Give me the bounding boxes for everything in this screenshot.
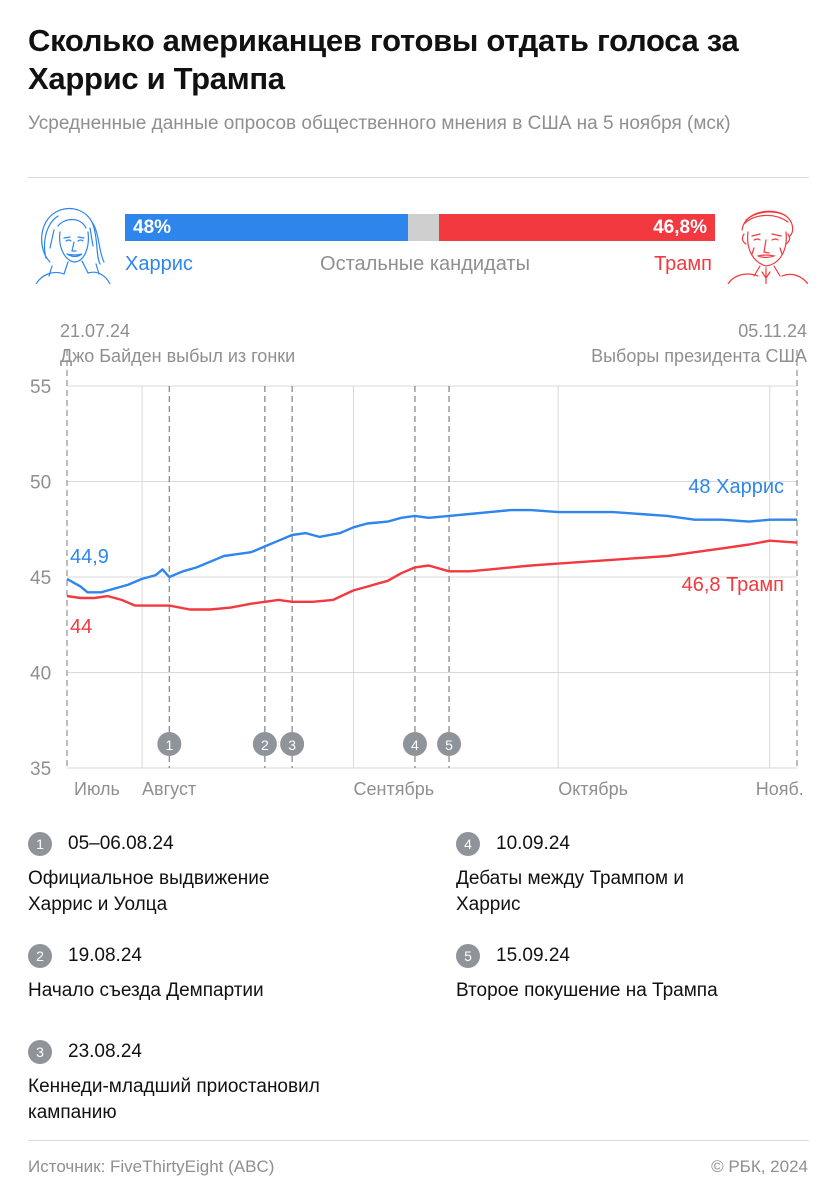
month-label: Нояб. (756, 779, 804, 799)
copyright: © РБК, 2024 (711, 1157, 808, 1176)
y-tick-label: 55 (30, 377, 51, 398)
event-marker-badge (280, 732, 305, 756)
footnote-date: 19.08.24 (68, 945, 142, 966)
start-event-text: Джо Байден выбыл из гонки (60, 346, 295, 366)
end-event-text: Выборы президента США (591, 346, 807, 366)
footnote-badge: 2 (28, 944, 52, 968)
footnote-text: Второе покушение на Трампа (456, 980, 718, 1001)
footnote-date: 23.08.24 (68, 1041, 142, 1062)
footnote-badge: 5 (456, 944, 480, 968)
trump-start-label: 44 (70, 616, 92, 638)
harris-share-value: 48% (133, 217, 172, 238)
footnote-date: 10.09.24 (496, 833, 570, 854)
event-marker-badge (252, 732, 277, 756)
y-tick-label: 50 (30, 473, 51, 494)
page-title: Сколько американцев готовы отдать голоса… (28, 23, 739, 96)
series-line-trump (66, 539, 798, 611)
source-note: Источник: FiveThirtyEight (ABC) (28, 1157, 275, 1176)
y-tick-label: 40 (30, 664, 51, 685)
trump-portrait-icon (727, 210, 808, 284)
month-label: Октябрь (558, 779, 628, 799)
others-label: Остальные кандидаты (320, 253, 530, 275)
month-label: Август (142, 779, 196, 799)
harris-label: Харрис (125, 253, 193, 275)
page-subtitle: Усредненные данные опросов общественного… (28, 113, 731, 134)
event-marker-number: 1 (165, 737, 173, 753)
harris-end-label: 48 Харрис (688, 476, 784, 498)
month-label: Июль (74, 779, 120, 799)
header-divider (28, 177, 809, 178)
event-footnotes: 1 05–06.08.24 Официальное выдвижение Харри… (28, 832, 818, 1123)
footnote-text: Дебаты между Трампом и Харрис (456, 868, 684, 915)
event-marker-number: 3 (288, 737, 296, 753)
event-marker-badge (437, 732, 462, 756)
others-share-segment (408, 214, 439, 241)
event-marker-badge (157, 732, 182, 756)
end-event-date: 05.11.24 (738, 321, 807, 341)
event-marker-number: 4 (411, 737, 419, 753)
footnote-badge: 3 (28, 1040, 52, 1064)
trump-share-value: 46,8% (653, 217, 707, 238)
footnote-date: 05–06.08.24 (68, 833, 174, 854)
event-marker-number: 2 (261, 737, 269, 753)
harris-portrait-icon (35, 207, 111, 284)
footnote-badge: 4 (456, 832, 480, 856)
month-label: Сентябрь (354, 779, 435, 799)
harris-start-label: 44,9 (70, 546, 109, 568)
footnote-text: Кеннеди-младший приостановил кампанию (28, 1076, 320, 1123)
footnote-text: Начало съезда Демпартии (28, 980, 264, 1001)
footnote-date: 15.09.24 (496, 945, 570, 966)
y-tick-label: 35 (30, 759, 51, 780)
trump-share-segment: 46,8% (438, 214, 715, 241)
footnote-badge: 1 (28, 832, 52, 856)
series-line-harris (66, 508, 797, 594)
vote-share-bar: 48% 46,8% (125, 214, 715, 241)
trump-label: Трамп (654, 253, 712, 275)
event-marker-number: 5 (445, 737, 453, 753)
start-event-date: 21.07.24 (60, 321, 130, 341)
y-tick-label: 45 (30, 568, 51, 589)
footnote-text: Официальное выдвижение Харрис и Уолца (28, 868, 270, 915)
footer-divider (28, 1140, 809, 1141)
trump-end-label: 46,8 Трамп (682, 574, 784, 596)
event-marker-badge (402, 732, 427, 756)
harris-share-segment: 48% (125, 214, 409, 241)
